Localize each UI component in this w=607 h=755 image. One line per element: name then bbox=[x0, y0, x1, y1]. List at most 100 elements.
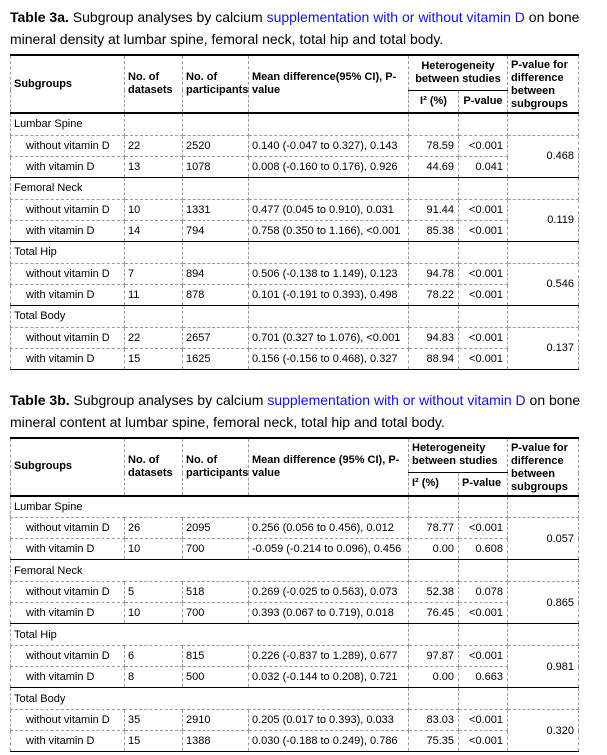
caption-link-text[interactable]: supplementation with or without vitamin … bbox=[266, 9, 525, 25]
datasets-value: 5 bbox=[124, 581, 183, 603]
subgroup-label: without vitamin D bbox=[10, 581, 125, 603]
empty-cell bbox=[507, 304, 579, 328]
mean-difference-value: 0.101 (-0.191 to 0.393), 0.498 bbox=[248, 283, 409, 306]
empty-cell bbox=[458, 240, 508, 264]
sub-header-row: I² (%) P-value bbox=[11, 472, 579, 497]
table-body: Lumbar Spine without vitamin D 26 2095 0.256… bbox=[10, 495, 579, 752]
datasets-value: 10 bbox=[124, 602, 183, 624]
col-header-p-value: P-value bbox=[458, 472, 508, 497]
empty-cell bbox=[182, 176, 249, 200]
empty-cell bbox=[124, 112, 183, 136]
section-title: Lumbar Spine bbox=[10, 495, 409, 518]
col-header-participants: No. of participants bbox=[182, 436, 249, 497]
mean-difference-value: 0.477 (0.045 to 0.910), 0.031 bbox=[248, 198, 409, 221]
data-row: with vitamin D 15 1388 0.030 (-0.188 to 0.2… bbox=[10, 730, 579, 752]
empty-cell bbox=[458, 495, 508, 518]
subgroup-label: with vitamin D bbox=[10, 347, 125, 370]
datasets-value: 8 bbox=[124, 666, 183, 688]
table-3b-caption: Table 3b. Subgroup analyses by calcium s… bbox=[10, 389, 595, 433]
caption-text-before: Subgroup analyses by calcium bbox=[68, 9, 267, 25]
data-row: without vitamin D 6 815 0.226 (-0.837 to 1.… bbox=[10, 645, 579, 688]
i2-value: 0.00 bbox=[408, 666, 459, 688]
col-header-i2: I² (%) bbox=[408, 89, 459, 114]
empty-cell bbox=[182, 304, 249, 328]
participants-value: 1388 bbox=[182, 730, 249, 752]
i2-value: 44.69 bbox=[408, 155, 459, 178]
heterogeneity-p-value: <0.001 bbox=[458, 645, 508, 667]
empty-cell bbox=[458, 687, 508, 710]
datasets-value: 35 bbox=[124, 709, 183, 731]
empty-cell bbox=[458, 112, 508, 136]
empty-cell bbox=[408, 304, 459, 328]
heterogeneity-p-value: 0.078 bbox=[458, 581, 508, 603]
participants-value: 700 bbox=[182, 602, 249, 624]
i2-value: 91.44 bbox=[408, 198, 459, 221]
data-row: without vitamin D 26 2095 0.256 (0.056 to 0… bbox=[10, 517, 579, 560]
participants-value: 2910 bbox=[182, 709, 249, 731]
subgroup-difference-p-value: 0.546 bbox=[507, 262, 579, 306]
caption-label: Table 3a. bbox=[10, 9, 69, 25]
caption-text-after: on bone mineral density at lumbar spine,… bbox=[10, 9, 580, 47]
section-title: Total Body bbox=[10, 304, 125, 328]
subgroup-difference-p-value: 0.468 bbox=[507, 134, 579, 178]
data-row: with vitamin D 14 794 0.758 (0.350 to 1.166… bbox=[10, 219, 579, 242]
datasets-value: 6 bbox=[124, 645, 183, 667]
mean-difference-value: 0.030 (-0.188 to 0.249), 0.786 bbox=[248, 730, 409, 752]
mean-difference-value: 0.205 (0.017 to 0.393), 0.033 bbox=[248, 709, 409, 731]
mean-difference-value: 0.156 (-0.156 to 0.468), 0.327 bbox=[248, 347, 409, 370]
caption-text-after: on bone mineral content at lumbar spine,… bbox=[10, 391, 581, 430]
col-header-datasets: No. of datasets bbox=[124, 436, 183, 497]
sub-header-row: I² (%) P-value bbox=[11, 89, 579, 114]
empty-cell bbox=[507, 559, 579, 582]
empty-cell bbox=[124, 240, 183, 264]
participants-value: 794 bbox=[182, 219, 249, 242]
participants-value: 1078 bbox=[182, 155, 249, 178]
datasets-value: 15 bbox=[124, 730, 183, 752]
caption-link-text[interactable]: supplementation with or without vitamin … bbox=[267, 391, 526, 408]
mean-difference-value: 0.269 (-0.025 to 0.563), 0.073 bbox=[248, 581, 409, 603]
col-header-heterogeneity: Heterogeneity between studies bbox=[408, 436, 508, 474]
col-header-participants: No. of participants bbox=[182, 54, 249, 114]
heterogeneity-p-value: <0.001 bbox=[458, 198, 508, 221]
mean-difference-value: 0.008 (-0.160 to 0.176), 0.926 bbox=[248, 155, 409, 178]
col-header-subgroups: Subgroups bbox=[10, 54, 125, 114]
section-title: Total Hip bbox=[10, 623, 409, 646]
empty-cell bbox=[248, 176, 409, 200]
mean-difference-value: 0.032 (-0.144 to 0.208), 0.721 bbox=[248, 666, 409, 688]
subgroup-label: without vitamin D bbox=[10, 709, 125, 731]
col-header-p-difference: P-value for difference between subgroups bbox=[507, 54, 579, 114]
subgroup-analysis-table-3b: Subgroups No. of datasets No. of partici… bbox=[10, 436, 579, 752]
empty-cell bbox=[507, 623, 579, 646]
data-row: without vitamin D 7 894 0.506 (-0.138 to 1.… bbox=[10, 262, 579, 306]
data-row: without vitamin D 5 518 0.269 (-0.025 to 0.… bbox=[10, 581, 579, 624]
data-row: without vitamin D 10 1331 0.477 (0.045 to 0… bbox=[10, 198, 579, 242]
datasets-value: 22 bbox=[124, 326, 183, 349]
heterogeneity-p-value: <0.001 bbox=[458, 283, 508, 306]
col-header-i2: I² (%) bbox=[408, 472, 459, 497]
empty-cell bbox=[408, 176, 459, 200]
subgroup-label: with vitamin D bbox=[10, 538, 125, 560]
data-row: without vitamin D 22 2657 0.701 (0.327 to 1… bbox=[10, 326, 579, 370]
mean-difference-value: 0.226 (-0.837 to 1.289), 0.677 bbox=[248, 645, 409, 667]
empty-cell bbox=[408, 687, 459, 710]
heterogeneity-p-value: 0.041 bbox=[458, 155, 508, 178]
section-title: Femoral Neck bbox=[10, 176, 125, 200]
heterogeneity-p-value: <0.001 bbox=[458, 730, 508, 752]
heterogeneity-p-value: <0.001 bbox=[458, 326, 508, 349]
subgroup-label: with vitamin D bbox=[10, 666, 125, 688]
i2-value: 0.00 bbox=[408, 538, 459, 560]
datasets-value: 10 bbox=[124, 198, 183, 221]
empty-cell bbox=[182, 240, 249, 264]
empty-cell bbox=[408, 240, 459, 264]
subgroup-analysis-table-3a: Subgroups No. of datasets No. of partici… bbox=[10, 53, 579, 370]
empty-cell bbox=[408, 623, 459, 646]
empty-cell bbox=[408, 495, 459, 518]
mean-difference-value: 0.506 (-0.138 to 1.149), 0.123 bbox=[248, 262, 409, 285]
col-header-mean-difference: Mean difference (95% CI), P-value bbox=[248, 436, 409, 497]
mean-difference-value: -0.059 (-0.214 to 0.096), 0.456 bbox=[248, 538, 409, 560]
section-row: Total Body bbox=[10, 687, 579, 710]
col-header-heterogeneity: Heterogeneity between studies bbox=[408, 53, 508, 91]
subgroup-difference-p-value: 0.119 bbox=[507, 198, 579, 242]
heterogeneity-p-value: <0.001 bbox=[458, 517, 508, 539]
subgroup-difference-p-value: 0.137 bbox=[507, 326, 579, 370]
